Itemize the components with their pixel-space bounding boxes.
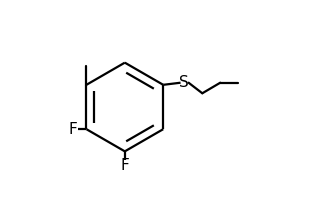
Text: F: F — [121, 158, 129, 173]
Text: S: S — [179, 75, 189, 90]
Text: F: F — [68, 122, 77, 137]
